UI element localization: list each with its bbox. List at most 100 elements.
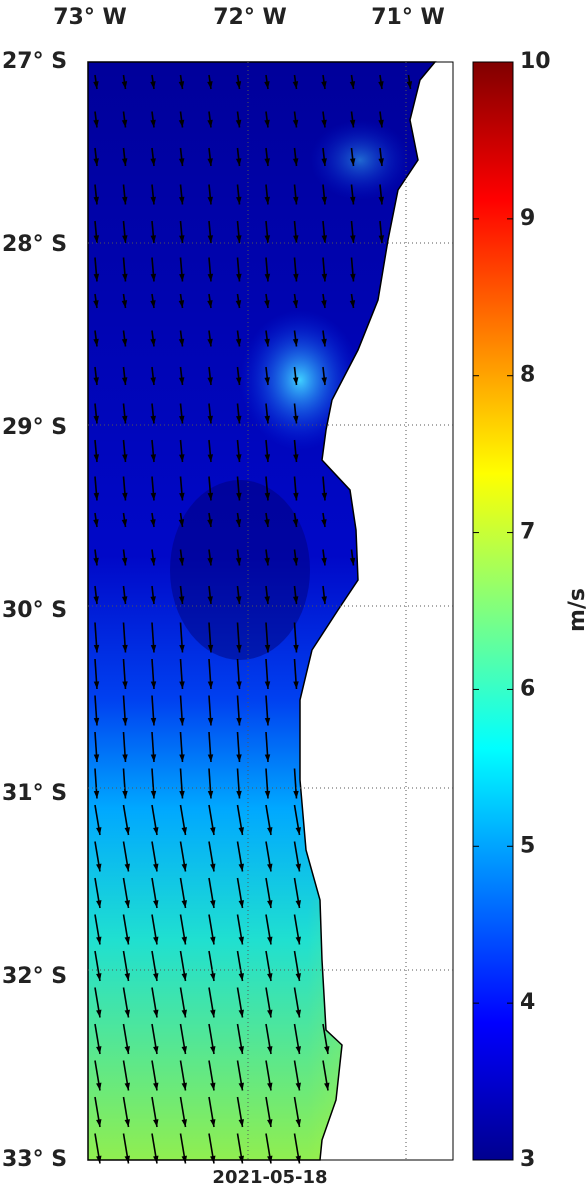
arrow-head: [210, 827, 216, 835]
arrow-head: [93, 454, 100, 462]
arrow-head: [235, 300, 242, 308]
arrow-head: [210, 900, 216, 908]
arrow-head: [124, 863, 130, 872]
arrow-head: [264, 454, 271, 462]
arrow-head: [150, 644, 157, 653]
lat-label: 27° S: [2, 49, 67, 74]
arrow-head: [207, 790, 214, 799]
arrow-head: [292, 557, 299, 566]
arrow-head: [93, 596, 99, 604]
arrow-head: [321, 596, 327, 604]
lon-label: 73° W: [53, 5, 127, 30]
arrow-head: [181, 1009, 187, 1018]
arrow-head: [295, 973, 301, 981]
arrow-head: [122, 273, 128, 282]
arrow-head: [153, 900, 159, 908]
arrow-head: [150, 377, 156, 385]
arrow-head: [153, 973, 159, 981]
arrow-head: [293, 454, 299, 462]
arrow-head: [150, 119, 156, 128]
colorbar-tick-label: 6: [520, 676, 535, 701]
arrow-head: [122, 454, 128, 462]
arrow-head: [121, 377, 128, 385]
arrow-head: [93, 519, 99, 527]
lon-label: 71° W: [371, 5, 445, 30]
arrow-head: [122, 717, 128, 726]
arrow-head: [295, 936, 301, 945]
arrow-head: [292, 158, 299, 166]
arrow-head: [321, 300, 327, 308]
colorbar-tick-label: 4: [520, 990, 535, 1015]
arrow-head: [150, 415, 156, 424]
arrow-head: [179, 235, 185, 243]
arrow-head: [179, 454, 185, 462]
arrow-head: [207, 681, 214, 689]
arrow-head: [150, 338, 156, 347]
arrow-head: [350, 273, 356, 282]
arrow-head: [124, 1155, 130, 1164]
arrow-head: [121, 338, 128, 347]
arrow-head: [267, 1155, 273, 1164]
arrow-head: [292, 338, 299, 347]
arrow-head: [295, 1155, 301, 1164]
arrow-head: [238, 900, 244, 908]
arrow-head: [264, 196, 270, 205]
arrow-head: [153, 863, 159, 872]
arrow-head: [235, 377, 242, 385]
arrow-head: [238, 863, 244, 872]
arrow-head: [96, 827, 102, 835]
arrow-head: [378, 81, 384, 89]
arrow-head: [96, 1155, 102, 1164]
arrow-head: [150, 519, 156, 527]
arrow-head: [93, 644, 100, 653]
arrow-head: [93, 754, 100, 762]
arrow-head: [321, 338, 327, 347]
arrow-head: [207, 338, 213, 347]
arrow-head: [181, 1082, 187, 1091]
arrow-head: [93, 158, 99, 166]
arrow-head: [293, 644, 299, 653]
arrow-head: [295, 863, 301, 872]
arrow-head: [150, 273, 157, 282]
arrow-head: [238, 936, 244, 945]
arrow-head: [179, 717, 185, 726]
arrow-head: [264, 717, 271, 726]
arrow-head: [124, 1009, 130, 1018]
arrow-head: [93, 557, 99, 566]
arrow-head: [378, 119, 384, 128]
arrow-head: [293, 492, 299, 501]
arrow-head: [264, 790, 271, 799]
arrow-head: [121, 119, 128, 128]
arrow-head: [124, 1046, 130, 1054]
arrow-head: [264, 300, 270, 308]
arrow-head: [293, 273, 299, 282]
colorbar-tick-label: 5: [520, 833, 535, 858]
arrow-head: [96, 900, 102, 908]
arrow-head: [150, 196, 156, 205]
arrow-head: [235, 81, 242, 89]
arrow-head: [153, 1119, 159, 1127]
arrow-head: [264, 235, 271, 243]
arrow-head: [238, 973, 244, 981]
arrow-head: [210, 1046, 216, 1054]
arrow-head: [378, 196, 384, 205]
arrow-head: [292, 519, 299, 527]
arrow-head: [321, 557, 327, 566]
arrow-head: [267, 973, 273, 981]
arrow-head: [121, 596, 128, 604]
arrow-head: [179, 273, 185, 282]
arrow-head: [264, 81, 270, 89]
arrow-head: [96, 1009, 102, 1018]
arrow-head: [235, 119, 242, 128]
arrow-head: [181, 1046, 187, 1054]
arrow-head: [150, 557, 156, 566]
arrow-head: [349, 81, 356, 89]
colorbar-tick-label: 8: [520, 363, 535, 388]
arrow-head: [179, 790, 185, 799]
arrow-head: [292, 81, 299, 89]
arrow-head: [122, 235, 128, 243]
arrow-head: [181, 936, 187, 945]
colorbar-tick-label: 10: [520, 49, 551, 74]
arrow-head: [124, 1082, 130, 1091]
